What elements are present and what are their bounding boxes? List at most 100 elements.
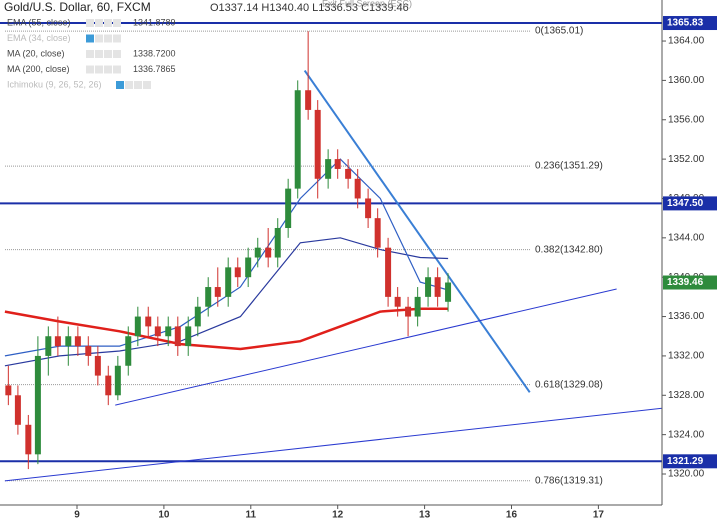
- y-tick-label: 1356.00: [668, 114, 705, 125]
- exit-fullscreen[interactable]: Exit Full Screen (ESC): [322, 0, 412, 8]
- x-tick-label: 11: [246, 510, 257, 521]
- candle-body: [134, 316, 141, 337]
- legend-button: [113, 65, 121, 74]
- y-tick-label: 1352.00: [668, 154, 705, 165]
- price-box: [663, 454, 717, 469]
- candle-body: [145, 316, 152, 327]
- candle-body: [234, 267, 241, 278]
- y-tick-label: 1328.00: [668, 390, 705, 401]
- candle-body: [314, 109, 321, 179]
- candle-body: [245, 257, 252, 278]
- candle-body: [434, 277, 441, 297]
- legend-button: [104, 50, 112, 58]
- candle-body: [174, 326, 181, 347]
- y-tick-label: 1320.00: [668, 469, 705, 480]
- last-price-box: [663, 275, 717, 290]
- price-box-label: 1365.83: [667, 18, 704, 29]
- candle-body: [165, 326, 172, 337]
- legend-button: [104, 19, 112, 27]
- legend-button: [104, 34, 112, 43]
- candle-body: [334, 159, 341, 169]
- legend-value: 1336.7865: [133, 64, 176, 74]
- price-box-label: 1321.29: [667, 456, 704, 467]
- trendline: [303, 69, 531, 393]
- chart-title: Gold/U.S. Dollar, 60, FXCM: [4, 0, 151, 14]
- x-tick-label: 17: [593, 510, 605, 521]
- price-box-label: 1347.50: [667, 198, 704, 209]
- candle-body: [345, 168, 352, 179]
- legend-button: [86, 50, 94, 58]
- candle-body: [105, 375, 112, 396]
- fib-label: 0.236(1351.29): [535, 161, 603, 172]
- candle-body: [34, 355, 41, 455]
- candle-body: [65, 336, 72, 347]
- legend: Gold/U.S. Dollar, 60, FXCM O1337.14 H134…: [4, 0, 412, 89]
- candle-body: [54, 336, 61, 347]
- candle-body: [265, 247, 272, 258]
- legend-button: [143, 81, 151, 89]
- candle-body: [254, 247, 261, 258]
- legend-value: 1338.7200: [133, 48, 176, 58]
- x-tick-label: 16: [506, 510, 518, 521]
- plot-area: 0(1365.01) 0.236(1351.29) 0.382(1342.80) 0.…: [0, 22, 662, 486]
- legend-button: [134, 81, 142, 89]
- legend-name: EMA (34, close): [7, 33, 71, 43]
- candle-body: [5, 385, 12, 396]
- legend-value: 1341.8789: [133, 17, 176, 27]
- y-tick-label: 1344.00: [668, 232, 705, 243]
- candle-body: [185, 326, 192, 347]
- candle-body: [305, 90, 312, 110]
- trendline: [4, 407, 662, 482]
- legend-button: [125, 81, 133, 89]
- candle-body: [385, 247, 392, 297]
- legend-button: [116, 81, 124, 89]
- y-tick-label: 1336.00: [668, 311, 705, 322]
- y-tick-label: 1364.00: [668, 36, 705, 47]
- candle-body: [394, 296, 401, 307]
- candle-body: [365, 198, 372, 219]
- candle-body: [85, 346, 92, 356]
- candle-body: [354, 178, 361, 199]
- x-tick-label: 13: [419, 510, 431, 521]
- price-box: [663, 196, 717, 211]
- candle-body: [294, 90, 301, 189]
- legend-name: EMA (55, close): [7, 17, 71, 27]
- y-tick-label: 1360.00: [668, 75, 705, 86]
- fib-label: 0.382(1342.80): [535, 244, 603, 255]
- candle-body: [274, 227, 281, 258]
- legend-name: MA (20, close): [7, 48, 65, 58]
- candle-body: [14, 395, 21, 425]
- candle-body: [45, 336, 52, 356]
- candle-body: [154, 326, 161, 337]
- candle-body: [325, 159, 332, 179]
- legend-button: [95, 19, 103, 27]
- legend-button: [95, 65, 103, 74]
- candle-body: [374, 218, 381, 248]
- fib-label: 0.618(1329.08): [535, 379, 603, 390]
- legend-name: MA (200, close): [7, 64, 70, 74]
- candle-body: [445, 282, 452, 302]
- legend-button: [113, 50, 121, 58]
- candle-body: [25, 424, 32, 455]
- y-tick-label: 1332.00: [668, 351, 705, 362]
- candle-body: [125, 336, 132, 366]
- legend-button: [95, 34, 103, 43]
- candle-body: [94, 355, 101, 376]
- x-tick-label: 10: [158, 510, 170, 521]
- candle-body: [225, 267, 232, 297]
- last-price-label: 1339.46: [667, 277, 704, 288]
- legend-button: [95, 50, 103, 58]
- indicator-line: [4, 307, 449, 351]
- candle-body: [405, 306, 412, 317]
- legend-button: [86, 65, 94, 74]
- x-tick-label: 9: [74, 510, 80, 521]
- axes: 1320.001324.001328.001332.001336.001340.…: [74, 16, 717, 521]
- fib-label: 0(1365.01): [535, 26, 583, 37]
- fib-label: 0.786(1319.31): [535, 475, 603, 486]
- candle-body: [114, 365, 121, 396]
- candle-body: [205, 287, 212, 307]
- legend-button: [86, 34, 94, 43]
- legend-button: [113, 34, 121, 43]
